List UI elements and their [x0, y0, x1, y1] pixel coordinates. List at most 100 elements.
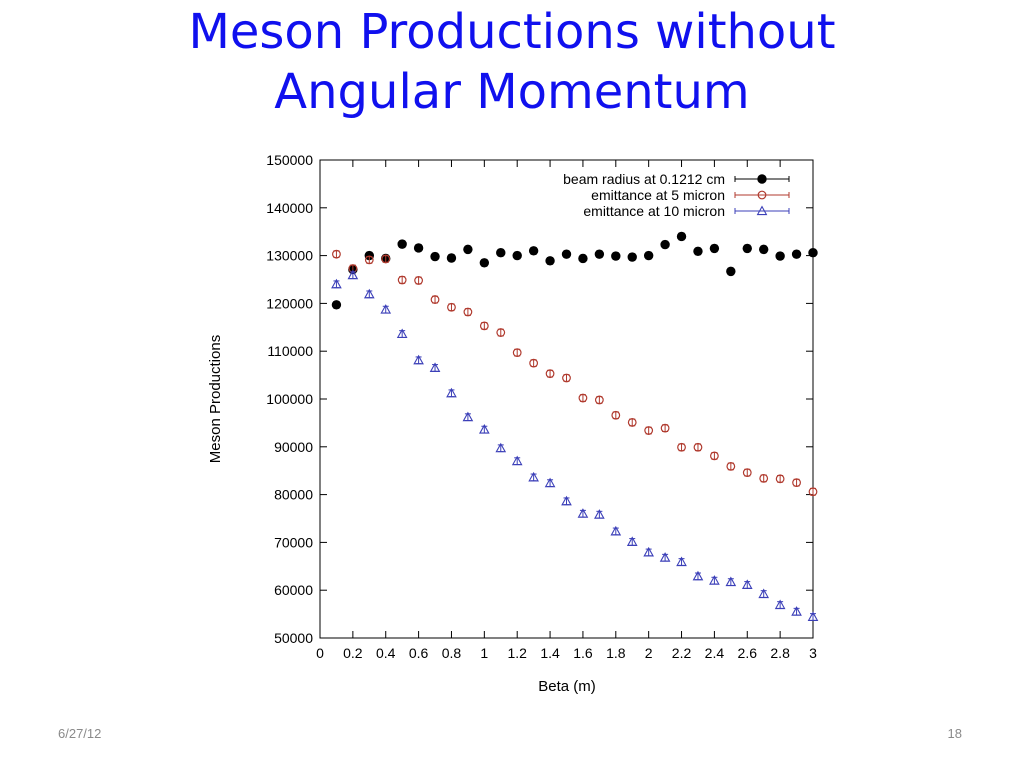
- data-point: [742, 243, 752, 254]
- x-tick-label: 0: [316, 645, 324, 661]
- data-point: [331, 300, 342, 310]
- data-point: [660, 239, 670, 250]
- data-point: [577, 508, 589, 518]
- legend-marker: [757, 190, 767, 200]
- meson-productions-chart: 5000060000700008000090000100000110000120…: [207, 152, 819, 695]
- y-tick-label: 60000: [274, 582, 313, 598]
- data-point: [742, 468, 752, 478]
- data-point: [381, 254, 391, 264]
- data-point: [758, 588, 770, 599]
- x-tick-label: 2.4: [705, 645, 725, 661]
- data-point: [479, 321, 489, 331]
- data-point: [363, 288, 375, 299]
- data-point: [578, 253, 588, 264]
- data-point: [774, 599, 786, 610]
- data-point: [791, 249, 802, 259]
- data-point: [463, 307, 473, 317]
- data-point: [791, 606, 802, 616]
- series-2: [332, 249, 818, 497]
- data-point: [413, 243, 424, 253]
- data-point: [660, 423, 670, 433]
- data-point: [759, 473, 769, 483]
- data-point: [693, 246, 703, 256]
- data-point: [479, 258, 490, 268]
- data-point: [644, 426, 654, 435]
- series-3: [331, 269, 819, 622]
- chart-marks: [331, 231, 819, 622]
- data-point: [611, 410, 621, 420]
- data-point: [792, 478, 801, 488]
- x-tick-label: 2.2: [672, 645, 692, 661]
- y-tick-label: 80000: [274, 487, 313, 503]
- data-point: [364, 255, 374, 265]
- slide-title-line-1: Meson Productions without: [188, 4, 836, 60]
- x-axis-label: Beta (m): [538, 678, 596, 695]
- data-point: [775, 251, 785, 261]
- data-point: [511, 455, 523, 466]
- legend-label: emittance at 5 micron: [591, 187, 725, 203]
- series-1: [331, 231, 818, 310]
- x-tick-label: 3: [809, 645, 817, 661]
- slide-title: Meson Productions without Angular Moment…: [0, 2, 1024, 122]
- y-axis-label: Meson Productions: [207, 335, 224, 463]
- data-point: [594, 509, 605, 519]
- data-point: [397, 275, 407, 285]
- x-tick-label: 1.8: [606, 645, 626, 661]
- data-point: [447, 302, 456, 312]
- x-tick-label: 0.4: [376, 645, 396, 661]
- y-tick-label: 130000: [266, 248, 313, 264]
- x-tick-label: 1.4: [540, 645, 560, 661]
- data-point: [709, 243, 720, 254]
- data-point: [545, 369, 555, 379]
- data-point: [643, 250, 654, 261]
- legend-marker: [757, 174, 767, 184]
- legend-label: beam radius at 0.1212 cm: [563, 171, 725, 187]
- data-point: [676, 556, 687, 567]
- data-point: [561, 495, 572, 506]
- y-tick-label: 90000: [274, 439, 313, 455]
- y-tick-label: 150000: [266, 152, 313, 168]
- data-point: [512, 250, 522, 261]
- x-tick-label: 2: [645, 645, 653, 661]
- data-point: [528, 246, 539, 256]
- data-point: [611, 251, 621, 261]
- data-point: [808, 487, 818, 497]
- data-point: [643, 546, 655, 557]
- x-tick-label: 1.6: [573, 645, 593, 661]
- data-point: [462, 411, 474, 422]
- data-point: [561, 249, 572, 259]
- x-tick-label: 1: [480, 645, 488, 661]
- y-tick-label: 110000: [267, 343, 313, 359]
- slide-page-number: 18: [947, 726, 962, 741]
- legend-marker: [756, 205, 768, 216]
- data-point: [710, 451, 719, 461]
- data-point: [446, 253, 457, 263]
- data-point: [741, 579, 753, 590]
- data-point: [430, 295, 440, 304]
- data-point: [496, 248, 506, 258]
- y-tick-label: 50000: [274, 630, 313, 646]
- data-point: [808, 248, 818, 258]
- data-point: [478, 424, 490, 434]
- data-point: [725, 576, 737, 587]
- x-tick-label: 2.6: [738, 645, 758, 661]
- data-point: [446, 387, 457, 398]
- data-point: [544, 477, 556, 488]
- x-tick-label: 0.2: [343, 645, 363, 661]
- x-tick-label: 2.8: [770, 645, 790, 661]
- data-point: [692, 570, 704, 581]
- data-point: [594, 249, 605, 259]
- slide-date: 6/27/12: [58, 726, 102, 741]
- data-point: [578, 393, 588, 403]
- y-tick-label: 100000: [266, 391, 313, 407]
- data-point: [627, 252, 637, 262]
- data-point: [659, 552, 671, 562]
- data-point: [463, 244, 473, 255]
- legend-label: emittance at 10 micron: [583, 203, 725, 219]
- data-point: [380, 304, 392, 314]
- data-point: [726, 266, 736, 277]
- data-point: [331, 278, 342, 289]
- plot-frame: [319, 159, 814, 639]
- data-point: [413, 354, 424, 365]
